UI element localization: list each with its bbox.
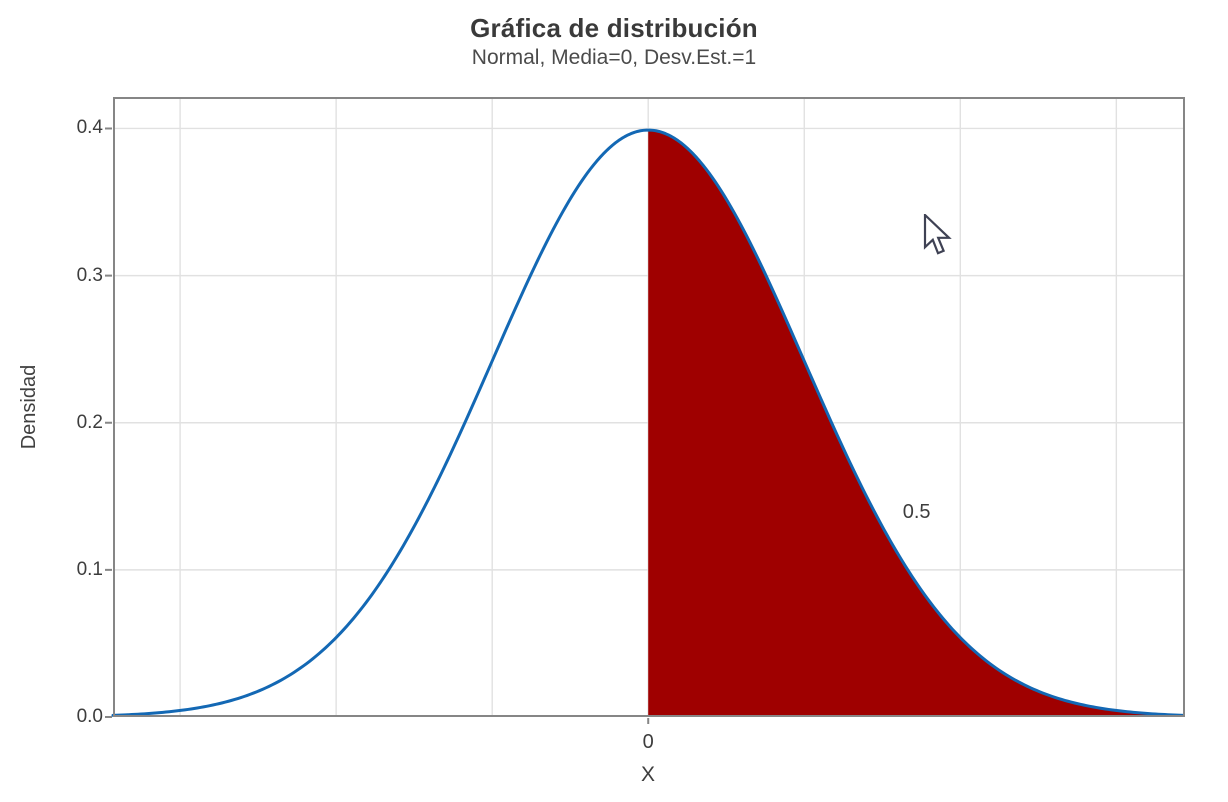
- shaded-area: [648, 130, 1185, 717]
- plot-border: [113, 97, 1185, 717]
- y-tick-label: 0.0: [76, 706, 103, 727]
- x-tick-label: 0: [642, 731, 654, 753]
- y-tick-label: 0.1: [76, 558, 103, 580]
- y-axis-title: Densidad: [18, 364, 40, 450]
- density-curve: [111, 128, 1185, 717]
- y-tick-label: 0.2: [76, 411, 103, 433]
- distribution-curve-canvas: [105, 97, 1185, 724]
- y-tick-label: 0.4: [76, 117, 103, 139]
- y-tick-label: 0.3: [76, 264, 103, 286]
- chart-subtitle: Normal, Media=0, Desv.Est.=1: [471, 46, 757, 69]
- plot-area: [105, 97, 1185, 724]
- x-axis-title: X: [640, 763, 655, 786]
- probability-label: 0.5: [902, 500, 931, 523]
- chart-title: Gráfica de distribución: [470, 13, 758, 43]
